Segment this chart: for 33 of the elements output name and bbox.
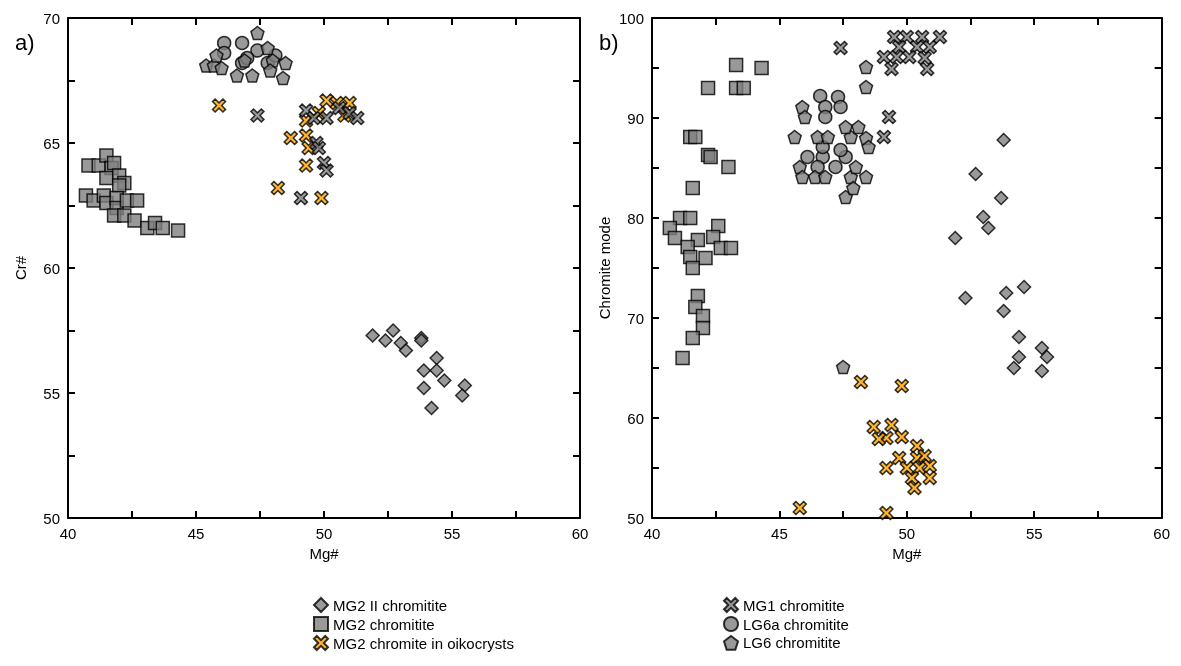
x-tick-label: 40 — [59, 525, 77, 542]
legend-label: MG2 chromite in oikocrysts — [333, 634, 514, 652]
legend-label: LG6 chromitite — [743, 634, 841, 652]
y-tick-label: 70 — [43, 9, 60, 27]
text: b) — [599, 29, 619, 55]
y-axis-title: Chromite mode — [596, 216, 613, 320]
y-tick-label: 100 — [618, 9, 644, 27]
legend-label: MG1 chromitite — [743, 596, 845, 614]
x-axis-title: Mg# — [892, 544, 923, 562]
x-axis-title: Mg# — [309, 544, 340, 562]
x-tick-label: 40 — [643, 525, 661, 542]
x-tick-label: 45 — [771, 525, 788, 542]
y-tick-label: 90 — [627, 109, 644, 127]
x-tick-label: 50 — [898, 525, 916, 542]
y-axis-title: Cr# — [12, 255, 29, 281]
legend-label: MG2 II chromitite — [333, 596, 448, 614]
y-tick-label: 60 — [43, 259, 60, 277]
legend-label: MG2 chromitite — [333, 615, 435, 633]
y-tick-label: 50 — [43, 509, 60, 527]
x-tick-label: 60 — [571, 525, 589, 542]
y-tick-label: 55 — [43, 384, 60, 402]
y-tick-label: 60 — [627, 409, 644, 427]
y-tick-label: 70 — [627, 309, 644, 327]
x-tick-label: 50 — [315, 525, 333, 542]
x-tick-label: 60 — [1153, 525, 1170, 542]
text: a) — [15, 29, 35, 55]
y-tick-label: 50 — [627, 509, 644, 527]
y-tick-label: 80 — [627, 209, 644, 227]
y-tick-label: 65 — [43, 134, 60, 152]
x-tick-label: 55 — [1025, 525, 1043, 542]
x-tick-label: 45 — [187, 525, 205, 542]
x-tick-label: 55 — [443, 525, 461, 542]
legend-label: LG6a chromitite — [743, 615, 849, 633]
